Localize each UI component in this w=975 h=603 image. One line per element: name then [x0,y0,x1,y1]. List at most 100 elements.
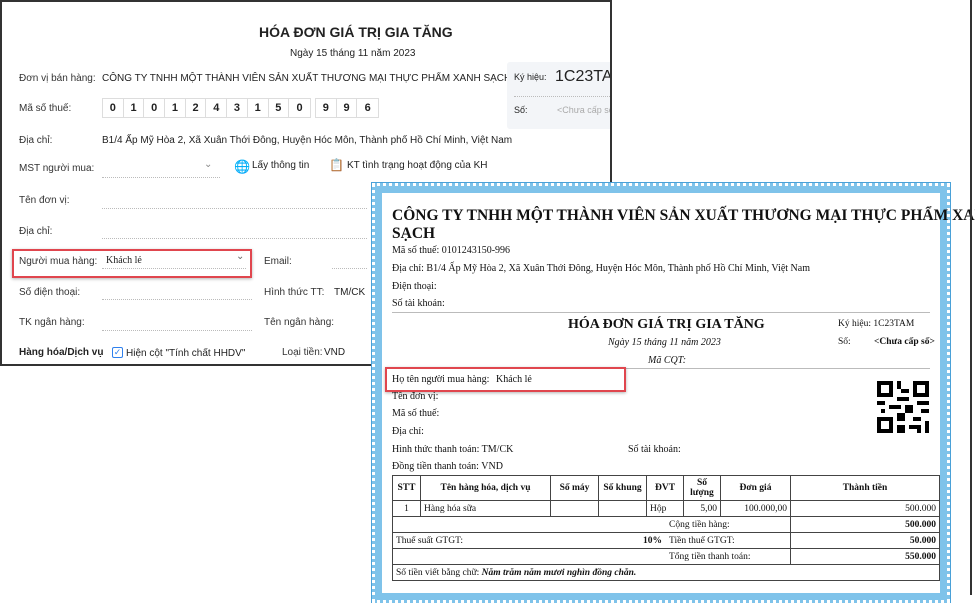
table-header-row: STT Tên hàng hóa, dịch vụ Số máy Số khung ĐV… [392,475,940,501]
preview-buyer-value: Khách lẻ [496,374,532,385]
payment-select[interactable]: TM/CK [334,287,366,298]
chevron-down-icon[interactable]: ⌄ [204,159,213,170]
cell: Hộp [646,500,684,517]
preview-address: Địa chỉ: B1/4 Ấp Mỹ Hòa 2, Xã Xuân Thới … [392,263,810,274]
bank-account-label: TK ngân hàng: [19,317,85,328]
preview-company-name-2: SẠCH [392,225,436,242]
vat-label: Tiền thuế GTGT: [669,535,735,546]
preview-number-value: <Chưa cấp số> [874,337,935,347]
qr-code-icon [877,381,929,433]
preview-tax: Mã số thuế: 0101243150-996 [392,245,511,256]
cell: 100.000,00 [720,500,791,517]
words-label: Số tiền viết bằng chữ: [396,567,480,578]
symbol-select[interactable]: 1C23TAM [555,68,612,85]
vat-value: 50.000 [790,532,940,549]
goods-section-label: Hàng hóa/Dịch vụ [19,347,104,358]
vat-rate: 10% [643,535,662,546]
tax-digit: 0 [103,99,124,117]
tax-digit: 0 [296,102,303,114]
col-header: Số lượng [683,475,721,501]
buyer-address-input[interactable] [102,238,367,239]
subtotal-value: 500.000 [790,516,940,533]
col-header: Đơn giá [720,475,791,501]
tax-digit: 6 [364,102,371,114]
preview-buyer-account: Số tài khoản: [628,444,681,455]
highlight-box [385,367,626,392]
bank-account-input[interactable] [102,330,252,331]
unit-name-label: Tên đơn vị: [19,195,70,206]
chevron-down-icon[interactable]: ⌄ [236,251,245,262]
divider [392,368,930,369]
col-header: Tên hàng hóa, dịch vụ [420,475,551,501]
words-value: Năm trăm năm mươi nghìn đồng chẵn. [481,567,637,578]
tax-digit: 0 [144,99,166,117]
phone-label: Số điện thoại: [19,287,81,298]
col-header: STT [392,475,421,501]
phone-input[interactable] [102,299,252,300]
tax-digit: 9 [316,99,337,117]
preview-company-name: CÔNG TY TNHH MỘT THÀNH VIÊN SẢN XUẤT THƯ… [392,207,975,224]
number-value: <Chưa cấp số> [557,105,610,115]
unit-name-input[interactable] [102,208,367,209]
email-input[interactable] [332,268,367,269]
show-column-label: Hiện cột "Tính chất HHDV" [126,348,246,359]
col-header: Số máy [550,475,599,501]
bank-name-label: Tên ngân hàng: [264,317,335,328]
tax-digit: 1 [165,99,186,117]
preview-payment: Hình thức thanh toán: TM/CK [392,444,514,455]
tax-digit: 3 [227,99,248,117]
invoice-preview: CÔNG TY TNHH MỘT THÀNH VIÊN SẢN XUẤT THƯ… [371,182,975,603]
tax-label: Mã số thuế: [19,103,72,114]
currency-select[interactable]: VND [324,347,346,358]
document-check-icon[interactable]: 📋 [329,158,344,172]
globe-icon[interactable]: 🌐 [234,159,251,174]
preview-phone: Điện thoại: [392,281,437,292]
cell: Hàng hóa sữa [420,500,551,517]
highlight-box [12,249,252,278]
address-value: B1/4 Ấp Mỹ Hòa 2, Xã Xuân Thới Đông, Huy… [102,135,513,146]
buyer-input[interactable]: Khách lẻ [106,255,142,266]
words-row: Số tiền viết bằng chữ: Năm trăm năm mươi… [392,564,940,581]
form-date: Ngày 15 tháng 11 năm 2023 [290,48,416,59]
address-label: Địa chỉ: [19,135,53,146]
total-label: Tổng tiền thanh toán: [392,548,791,565]
symbol-panel: Ký hiệu: 1C23TAM ⌄ Số: <Chưa cấp số> i [507,62,612,129]
subtotal-label: Cộng tiền hàng: [392,516,791,533]
preview-buyer-tax: Mã số thuế: [392,408,440,419]
vat-rate-label: Thuế suất GTGT: [396,535,464,546]
cell [550,500,599,517]
buyer-tax-input[interactable] [102,177,220,178]
preview-unit: Tên đơn vị: [392,391,439,402]
words-cell: Số tiền viết bằng chữ: Năm trăm năm mươi… [392,564,940,581]
seller-label: Đơn vị bán hàng: [19,73,96,84]
tax-digit: 9 [337,99,358,117]
frame-border [970,0,972,595]
vat-cell: Thuế suất GTGT: 10% Tiền thuế GTGT: [392,532,791,549]
check-status-button[interactable]: KT tình trạng hoạt động của KH [347,160,488,171]
get-info-button[interactable]: Lấy thông tin [252,160,310,171]
subtotal-row: Cộng tiền hàng: 500.000 [392,516,940,533]
seller-value: CÔNG TY TNHH MỘT THÀNH VIÊN SẢN XUẤT THƯ… [102,73,512,84]
tax-digit: 4 [206,99,228,117]
preview-currency: Đồng tiền thanh toán: VND [392,461,503,472]
buyer-label: Người mua hàng: [19,256,98,267]
tax-digit: 5 [269,99,290,117]
cell [598,500,647,517]
show-column-checkbox[interactable]: ✓ [112,347,123,358]
divider [392,312,930,313]
cell: 1 [392,500,421,517]
buyer-tax-label: MST người mua: [19,163,95,174]
tax-digit: 1 [124,99,145,117]
currency-label: Loại tiền: [282,347,323,358]
table-row: 1 Hàng hóa sữa Hộp 5,00 100.000,00 500.000 [392,500,940,517]
col-header: Số khung [598,475,647,501]
preview-buyer-address: Địa chỉ: [392,426,424,437]
col-header: ĐVT [646,475,684,501]
symbol-label: Ký hiệu: [514,72,547,82]
buyer-underline [102,268,246,269]
preview-number-label: Số: [838,337,851,347]
cell: 500.000 [790,500,940,517]
number-label: Số: [514,105,528,115]
